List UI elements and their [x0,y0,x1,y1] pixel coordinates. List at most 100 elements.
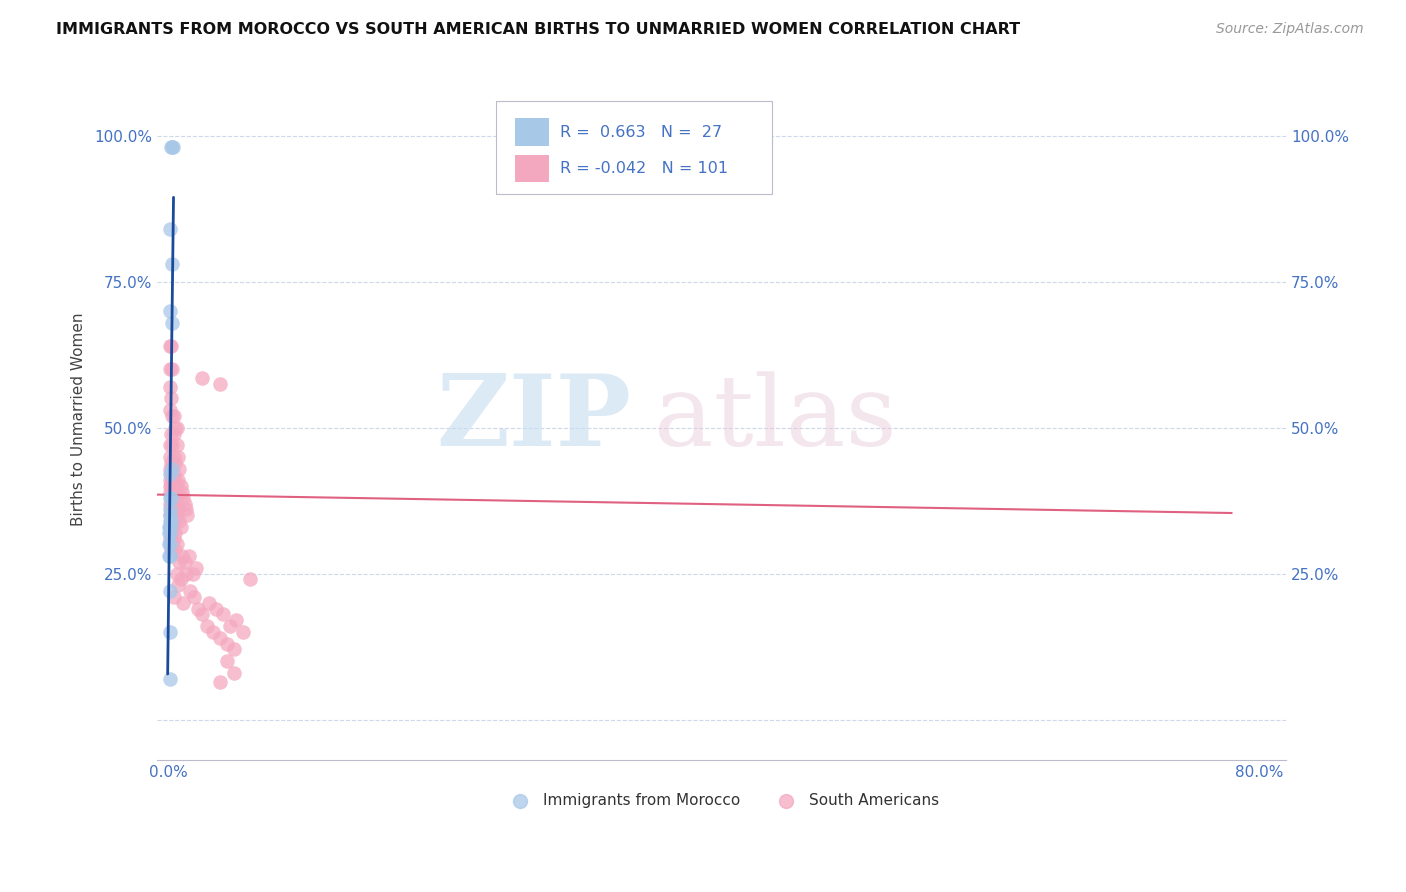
Point [225,613,247,627]
Point [169,573,191,587]
Point [162,537,184,551]
Point [215,654,238,668]
Point [165,420,187,434]
Text: R = -0.042   N = 101: R = -0.042 N = 101 [561,161,728,176]
Point [159,514,181,528]
Text: R =  0.663   N =  27: R = 0.663 N = 27 [561,125,723,139]
Point [166,438,188,452]
Point [159,484,181,499]
Point [198,596,221,610]
Point [159,624,181,639]
Point [167,461,190,475]
Text: IMMIGRANTS FROM MOROCCO VS SOUTH AMERICAN BIRTHS TO UNMARRIED WOMEN CORRELATION : IMMIGRANTS FROM MOROCCO VS SOUTH AMERICA… [56,22,1021,37]
Text: atlas: atlas [654,371,897,467]
Point [165,473,187,487]
Point [181,566,204,581]
Point [159,473,181,487]
Point [159,304,181,318]
Point [162,461,184,475]
Point [166,508,188,523]
Point [160,491,183,505]
Point [159,532,181,546]
Point [191,607,214,622]
Point [159,380,181,394]
Point [209,674,232,689]
Point [159,520,181,534]
Point [162,257,184,271]
Point [183,590,205,604]
Point [172,596,194,610]
Point [160,502,183,516]
Point [173,497,195,511]
Point [159,438,181,452]
FancyBboxPatch shape [515,154,548,182]
Point [165,484,187,499]
Point [202,624,225,639]
Point [160,339,183,353]
Point [165,456,187,470]
Point [159,339,181,353]
Point [195,619,218,633]
Point [159,497,181,511]
Point [159,525,181,540]
Point [160,525,183,540]
Point [163,409,186,423]
Point [167,578,190,592]
Point [191,371,214,385]
Point [160,479,183,493]
Text: Source: ZipAtlas.com: Source: ZipAtlas.com [1216,22,1364,37]
Point [174,502,197,516]
Point [166,491,188,505]
Point [159,584,181,599]
FancyBboxPatch shape [515,119,548,145]
Point [239,573,262,587]
Point [166,537,188,551]
Y-axis label: Births to Unmarried Women: Births to Unmarried Women [72,312,86,525]
Point [232,624,254,639]
Point [159,502,181,516]
Point [173,555,195,569]
Point [159,403,181,417]
Point [160,543,183,558]
Point [159,461,181,475]
Point [160,514,183,528]
Point [167,514,190,528]
Point [167,473,190,487]
Point [209,376,232,391]
Point [162,362,184,376]
Point [165,497,187,511]
Point [170,484,193,499]
Point [160,140,183,154]
Point [167,450,190,464]
Point [160,456,183,470]
Point [162,316,184,330]
Point [167,502,190,516]
Point [167,555,190,569]
Point [179,584,201,599]
Point [165,543,187,558]
Point [169,479,191,493]
Point [163,467,186,482]
Point [159,549,181,563]
Legend: Immigrants from Morocco, South Americans: Immigrants from Morocco, South Americans [498,787,945,814]
Point [169,520,191,534]
Point [162,497,184,511]
Point [159,491,181,505]
Point [162,140,184,154]
Point [163,502,186,516]
Point [222,642,245,657]
Point [157,520,180,534]
Point [159,362,181,376]
Point [162,461,184,475]
Point [176,508,198,523]
Point [166,420,188,434]
Point [159,450,181,464]
Point [157,549,180,563]
Point [162,508,184,523]
Point [165,525,187,540]
Point [159,508,181,523]
Point [170,549,193,563]
Point [159,508,181,523]
Point [215,637,238,651]
Point [162,473,184,487]
